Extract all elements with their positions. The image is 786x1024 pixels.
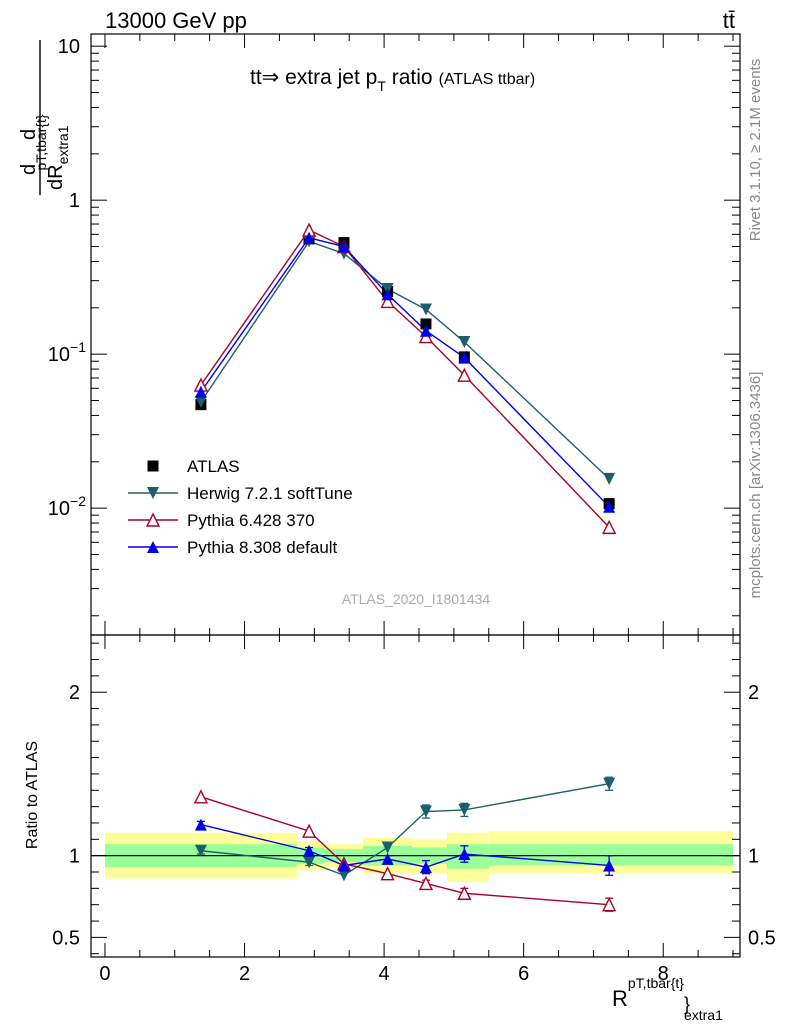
process-label: tt̄	[723, 8, 735, 33]
ratio-y-tick-label: 2	[69, 682, 80, 704]
ratio-data-point	[457, 885, 472, 900]
title-sub: T	[377, 78, 386, 94]
ratio-y-tick-label-right: 0.5	[748, 927, 776, 949]
main-data-point	[457, 367, 472, 382]
main-data-point	[603, 472, 616, 485]
main-data-point	[303, 231, 316, 244]
mcplots-label: mcplots.cern.ch [arXiv:1306.3436]	[747, 372, 764, 599]
main-data-point	[419, 303, 432, 316]
ratio-frame	[90, 634, 741, 958]
title-main: tt⇒ extra jet p	[250, 66, 377, 89]
title-small: (ATLAS ttbar)	[439, 71, 536, 88]
ratio-data-point	[337, 869, 350, 882]
main-data-point	[419, 324, 432, 337]
ratio-x-tick-label: 0	[99, 963, 110, 985]
main-panel: 10 1 10−1 10−2	[48, 33, 741, 636]
ratio-data-point	[380, 866, 395, 881]
ratio-data-point	[603, 859, 616, 872]
title-rest: ratio	[386, 66, 433, 89]
ratio-panel: 0.5 0.5 1 1 2 2 0 2 4 6 8	[52, 634, 776, 985]
legend: ATLAS Herwig 7.2.1 softTune Pythia 6.428 3…	[128, 457, 353, 557]
ratio-band-inner	[488, 844, 734, 866]
y-label-numerator-2: d	[18, 129, 40, 140]
ratio-series	[193, 776, 617, 912]
legend-marker	[147, 487, 159, 499]
energy-label: 13000 GeV pp	[105, 8, 247, 33]
ratio-data-point	[602, 897, 617, 912]
legend-label: Herwig 7.2.1 softTune	[187, 484, 353, 503]
analysis-watermark: ATLAS_2020_I1801434	[342, 591, 491, 607]
ratio-x-tick-label: 2	[239, 963, 250, 985]
x-axis-label: RpT,tbar{t}} extra1	[612, 975, 723, 1023]
ratio-data-point	[458, 848, 471, 861]
main-y-tick-labels: 10 1 10−1 10−2	[48, 36, 86, 520]
ratio-data-point	[194, 818, 207, 831]
rivet-label: Rivet 3.1.10, ≥ 2.1M events	[747, 59, 764, 242]
main-data-point	[194, 395, 207, 408]
main-data-point	[420, 318, 432, 330]
ratio-data-point	[381, 841, 394, 854]
ratio-y-tick-label-right: 1	[748, 846, 759, 868]
main-y-tick-label: 10	[58, 36, 80, 58]
ratio-data-point	[418, 875, 434, 891]
ratio-x-tick-labels: 0 2 4 6 8	[99, 963, 668, 985]
ratio-data-point	[303, 856, 316, 869]
main-data-point	[194, 385, 207, 398]
y-label-denominator: dRextra1pT,tbar{t}	[33, 114, 71, 190]
ratio-data-point	[303, 844, 316, 857]
main-axis-ticks	[91, 34, 740, 635]
ratio-data-point	[419, 805, 432, 818]
ratio-data-point	[458, 803, 471, 816]
ratio-y-tick-label: 0.5	[52, 927, 80, 949]
legend-marker	[145, 512, 161, 527]
main-data-point	[381, 288, 394, 301]
ratio-data-point	[337, 859, 350, 872]
ratio-data-point	[194, 844, 207, 857]
main-series	[193, 222, 617, 535]
main-data-point	[458, 335, 471, 348]
ratio-data-point	[419, 861, 432, 874]
main-y-axis-label: d d dRextra1pT,tbar{t}	[18, 40, 71, 195]
ratio-y-tick-label-right: 2	[748, 682, 759, 704]
main-y-tick-label: 10−1	[48, 339, 86, 366]
ratio-axis-ticks	[91, 635, 740, 957]
ratio-x-tick-label: 4	[379, 963, 390, 985]
ratio-data-point	[301, 823, 317, 838]
main-title: tt⇒ extra jet pT ratio (ATLAS ttbar)	[250, 66, 535, 94]
main-y-tick-label: 1	[69, 190, 80, 212]
ratio-y-tick-label: 1	[69, 846, 80, 868]
main-data-point	[603, 500, 616, 513]
ratio-data-point	[603, 777, 616, 790]
ratio-y-axis-label: Ratio to ATLAS	[24, 741, 41, 849]
main-data-point	[337, 240, 350, 253]
ratio-x-tick-label: 8	[658, 963, 669, 985]
legend-marker	[147, 460, 159, 472]
ratio-x-tick-label: 6	[518, 963, 529, 985]
legend-label: ATLAS	[187, 457, 240, 476]
legend-label: Pythia 6.428 370	[187, 511, 315, 530]
legend-label: Pythia 8.308 default	[187, 538, 338, 557]
main-y-tick-label: 10−2	[48, 493, 86, 520]
main-data-point	[458, 351, 471, 364]
ratio-y-tick-labels: 0.5 0.5 1 1 2 2	[52, 682, 776, 949]
y-label-numerator: d	[18, 164, 40, 175]
main-data-point	[380, 293, 395, 309]
legend-marker	[147, 541, 159, 553]
ratio-data-point	[381, 852, 394, 865]
main-data-point	[602, 519, 617, 535]
ratio-data-point	[193, 789, 209, 804]
